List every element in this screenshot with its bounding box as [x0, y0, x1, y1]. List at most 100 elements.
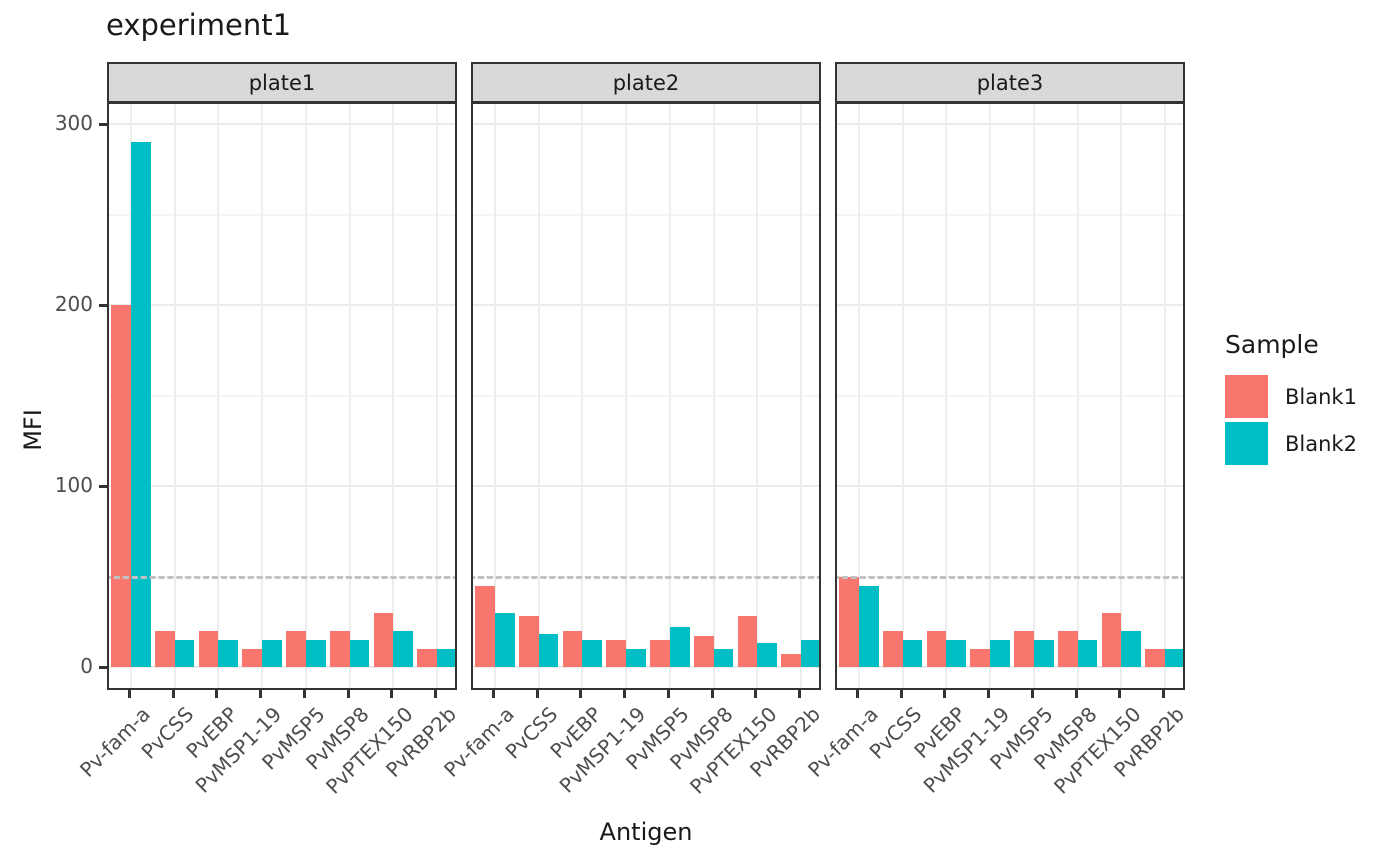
bar-blank2 — [437, 648, 455, 667]
bar-blank2 — [305, 639, 326, 667]
gridline-minor — [837, 213, 1183, 216]
gridline-minor — [473, 394, 819, 397]
gridline-vertical — [857, 104, 860, 688]
x-axis-tick — [127, 690, 131, 698]
bar-blank1 — [198, 630, 219, 667]
bar-blank1 — [839, 576, 859, 667]
legend-item: Blank2 — [1225, 422, 1357, 465]
bar-blank2 — [990, 639, 1010, 667]
bar-blank2 — [393, 630, 414, 667]
gridline-vertical — [1164, 104, 1167, 688]
bar-blank2 — [349, 639, 370, 667]
bar-blank1 — [417, 648, 438, 667]
bar-blank1 — [111, 305, 131, 667]
bar-blank1 — [606, 639, 627, 667]
bar-blank2 — [538, 634, 559, 667]
facet-plot-area — [835, 104, 1185, 690]
x-axis-tick — [899, 690, 903, 698]
x-axis-tick — [754, 690, 758, 698]
bar-blank2 — [262, 639, 282, 667]
x-axis-tick — [666, 690, 670, 698]
x-axis-tick — [1162, 690, 1166, 698]
x-axis-tick — [579, 690, 583, 698]
gridline-major — [837, 123, 1183, 125]
y-tick-label: 0 — [80, 654, 93, 678]
gridline-vertical — [1076, 104, 1079, 688]
bar-blank2 — [174, 639, 195, 667]
bar-blank1 — [1014, 630, 1034, 667]
bar-blank1 — [154, 630, 175, 667]
y-tick-label: 100 — [54, 473, 93, 497]
gridline-major — [109, 666, 455, 668]
reference-line-dashed — [109, 575, 455, 579]
bar-blank2 — [1165, 648, 1183, 667]
bar-blank2 — [801, 639, 819, 667]
facet-strip: plate3 — [835, 62, 1185, 104]
bar-blank2 — [669, 627, 690, 667]
y-tick-label: 300 — [54, 111, 93, 135]
x-axis-tick — [943, 690, 947, 698]
x-axis-tick — [302, 690, 306, 698]
legend-items: Blank1 Blank2 — [1225, 375, 1357, 465]
x-axis-title: Antigen — [599, 818, 693, 846]
bar-blank1 — [329, 630, 350, 667]
legend-label: Blank1 — [1285, 384, 1357, 409]
x-axis-tick — [1118, 690, 1122, 698]
gridline-vertical — [173, 104, 176, 688]
gridline-major — [837, 666, 1183, 668]
bar-blank1 — [781, 654, 802, 667]
bar-blank2 — [946, 639, 967, 667]
bar-blank1 — [1057, 630, 1078, 667]
gridline-minor — [109, 394, 455, 397]
gridline-major — [473, 304, 819, 306]
gridline-vertical — [712, 104, 715, 688]
y-tick-label: 200 — [54, 292, 93, 316]
bar-blank1 — [1145, 648, 1166, 667]
x-axis-tick — [434, 690, 438, 698]
gridline-vertical — [261, 104, 264, 688]
y-axis-tick — [99, 304, 107, 307]
bar-blank1 — [373, 612, 394, 667]
x-axis-tick — [1074, 690, 1078, 698]
gridline-vertical — [348, 104, 351, 688]
bar-blank2 — [582, 639, 603, 667]
facet-strip: plate2 — [471, 62, 821, 104]
bar-blank1 — [562, 630, 583, 667]
gridline-major — [837, 485, 1183, 487]
bar-blank2 — [902, 639, 923, 667]
y-axis-tick — [99, 123, 107, 126]
legend-title: Sample — [1225, 330, 1319, 359]
bar-blank2 — [713, 648, 734, 667]
legend: Sample Blank1 Blank2 — [1225, 330, 1357, 469]
gridline-vertical — [668, 104, 671, 688]
x-axis-tick — [855, 690, 859, 698]
gridline-vertical — [800, 104, 803, 688]
x-axis-tick — [987, 690, 991, 698]
gridline-vertical — [945, 104, 948, 688]
bar-blank1 — [650, 639, 670, 667]
reference-line-dashed — [837, 575, 1183, 579]
gridline-vertical — [756, 104, 759, 688]
gridline-vertical — [989, 104, 992, 688]
x-axis-tick — [535, 690, 539, 698]
gridline-major — [473, 485, 819, 487]
x-axis-tick — [491, 690, 495, 698]
bar-blank1 — [242, 648, 263, 667]
bar-blank1 — [737, 616, 758, 667]
reference-line-dashed — [473, 575, 819, 579]
facet-plot-area — [471, 104, 821, 690]
y-axis-tick — [99, 666, 107, 669]
gridline-vertical — [436, 104, 439, 688]
x-axis-tick — [215, 690, 219, 698]
bar-blank2 — [494, 612, 515, 667]
gridline-vertical — [537, 104, 540, 688]
gridline-major — [109, 304, 455, 306]
x-axis-tick — [390, 690, 394, 698]
gridline-vertical — [581, 104, 584, 688]
facet-strip-label: plate1 — [248, 70, 316, 95]
bar-blank1 — [693, 636, 714, 667]
gridline-vertical — [901, 104, 904, 688]
gridline-major — [109, 123, 455, 125]
x-axis-tick — [710, 690, 714, 698]
